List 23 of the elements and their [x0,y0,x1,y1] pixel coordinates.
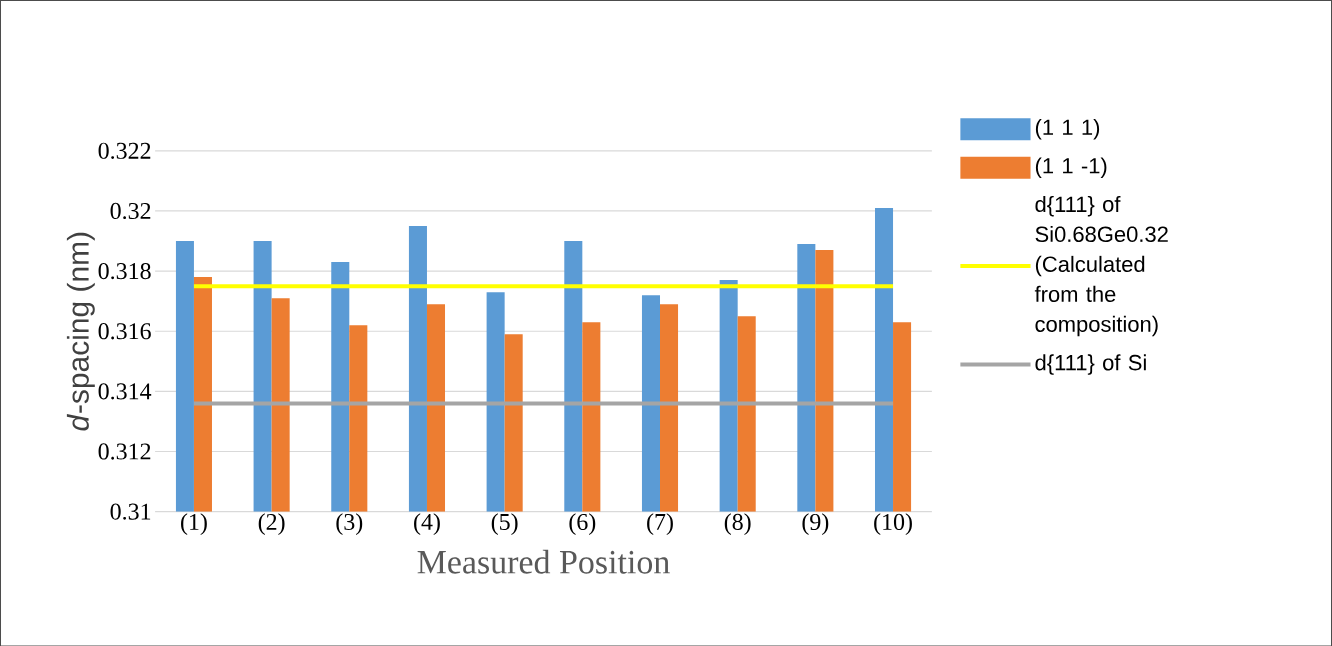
x-tick-label: (9) [802,512,829,535]
y-tick-label: 0.312 [98,443,151,460]
x-axis-title: Measured Position [417,549,670,574]
y-tick-label: 0.314 [98,383,152,400]
x-tick-label: (6) [569,512,596,535]
legend-label: d{111} of Si0.68Ge0.32 (Calculated from the composition) [1034,195,1168,337]
legend-label: (1 1 1) [1035,118,1100,140]
x-tick-label: (2) [258,512,285,535]
x-tick-label: (8) [724,512,751,535]
x-tick-label: (5) [491,512,518,535]
x-tick-label: (10) [874,512,912,535]
y-tick-label: 0.32 [110,202,151,219]
legend-label: (1 1 -1) [1035,157,1107,178]
x-tick-label: (4) [414,512,440,535]
x-tick-label: (7) [647,512,673,535]
legend-label: d{111} of Si [1035,354,1146,375]
x-tick-label: (3) [336,512,363,535]
y-tick-label: 0.31 [110,503,151,520]
y-tick-label: 0.322 [98,142,151,159]
y-tick-label: 0.318 [98,262,151,280]
y-tick-label: 0.316 [98,322,151,340]
y-axis-title: d-spacing (nm) [66,232,95,431]
x-tick-label: (1) [181,512,207,535]
